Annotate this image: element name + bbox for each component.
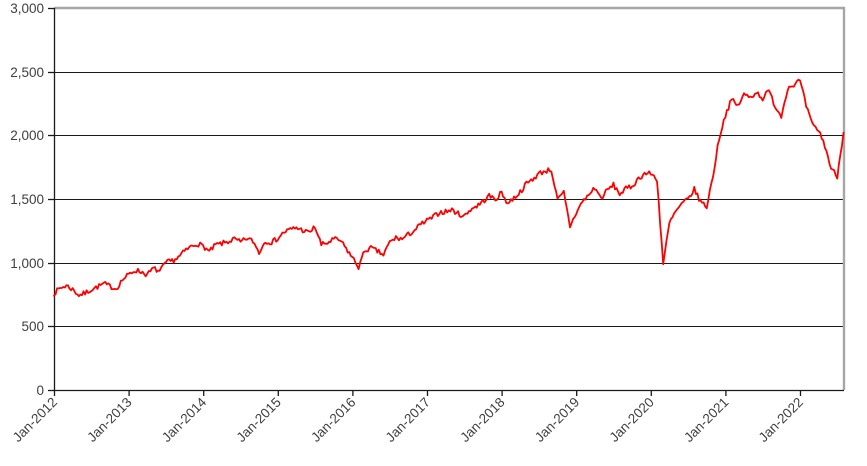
x-tick-label: Jan-2019 xyxy=(532,395,582,445)
y-tick-label: 2,500 xyxy=(10,65,44,80)
y-tick-label: 2,000 xyxy=(10,128,44,143)
x-tick-label: Jan-2018 xyxy=(457,395,507,445)
x-tick-label: Jan-2017 xyxy=(383,395,433,445)
x-tick-label: Jan-2021 xyxy=(681,395,731,445)
x-tick-label: Jan-2020 xyxy=(606,395,656,445)
y-tick-label: 0 xyxy=(36,383,44,398)
y-tick-label: 500 xyxy=(21,319,44,334)
x-tick-label: Jan-2014 xyxy=(159,394,210,445)
x-tick-label: Jan-2022 xyxy=(756,395,806,445)
y-tick-label: 1,000 xyxy=(10,256,44,271)
x-tick-label: Jan-2012 xyxy=(10,395,60,445)
x-tick-label: Jan-2016 xyxy=(308,395,358,445)
x-tick-label: Jan-2015 xyxy=(234,395,284,445)
price-line-series xyxy=(53,78,845,298)
y-tick-label: 1,500 xyxy=(10,192,44,207)
x-tick-label: Jan-2013 xyxy=(84,395,134,445)
y-tick-label: 3,000 xyxy=(10,1,44,16)
